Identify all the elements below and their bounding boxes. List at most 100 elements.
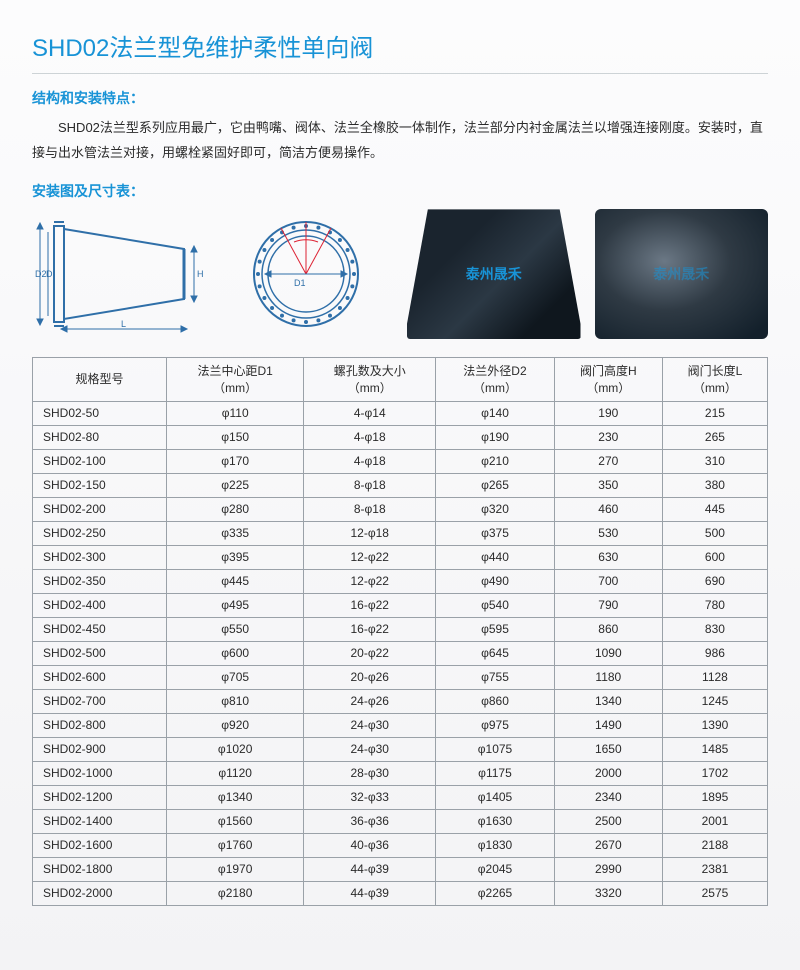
table-row: SHD02-800φ92024-φ30φ97514901390 — [33, 713, 768, 737]
table-cell: 20-φ26 — [304, 665, 436, 689]
table-cell: φ210 — [436, 449, 555, 473]
table-cell: 265 — [662, 425, 767, 449]
table-cell: 16-φ22 — [304, 593, 436, 617]
table-cell: 12-φ22 — [304, 569, 436, 593]
table-row: SHD02-300φ39512-φ22φ440630600 — [33, 545, 768, 569]
product-photo-1: 泰州晟禾 — [407, 209, 581, 339]
col-header: 法兰外径D2（mm） — [436, 358, 555, 402]
table-cell: 2670 — [554, 833, 662, 857]
section2-heading: 安装图及尺寸表： — [32, 181, 768, 201]
table-cell: φ2045 — [436, 857, 555, 881]
table-cell: 500 — [662, 521, 767, 545]
table-cell: SHD02-700 — [33, 689, 167, 713]
col-header: 法兰中心距D1（mm） — [167, 358, 304, 402]
table-cell: φ190 — [436, 425, 555, 449]
label-h: H — [197, 269, 204, 279]
table-row: SHD02-250φ33512-φ18φ375530500 — [33, 521, 768, 545]
table-row: SHD02-100φ1704-φ18φ210270310 — [33, 449, 768, 473]
table-cell: φ335 — [167, 521, 304, 545]
table-cell: φ1340 — [167, 785, 304, 809]
label-l: L — [121, 319, 126, 329]
table-cell: φ705 — [167, 665, 304, 689]
table-cell: 350 — [554, 473, 662, 497]
table-row: SHD02-1000φ112028-φ30φ117520001702 — [33, 761, 768, 785]
table-cell: 2000 — [554, 761, 662, 785]
table-cell: φ320 — [436, 497, 555, 521]
table-cell: SHD02-1800 — [33, 857, 167, 881]
table-cell: 28-φ30 — [304, 761, 436, 785]
table-cell: SHD02-1600 — [33, 833, 167, 857]
divider — [32, 73, 768, 74]
table-cell: 1245 — [662, 689, 767, 713]
table-cell: 4-φ18 — [304, 425, 436, 449]
table-cell: φ2180 — [167, 881, 304, 905]
table-row: SHD02-600φ70520-φ26φ75511801128 — [33, 665, 768, 689]
col-header: 螺孔数及大小（mm） — [304, 358, 436, 402]
table-cell: SHD02-100 — [33, 449, 167, 473]
table-cell: φ265 — [436, 473, 555, 497]
table-cell: 986 — [662, 641, 767, 665]
table-cell: 380 — [662, 473, 767, 497]
table-cell: φ920 — [167, 713, 304, 737]
table-cell: SHD02-200 — [33, 497, 167, 521]
table-cell: 3320 — [554, 881, 662, 905]
table-cell: 24-φ30 — [304, 713, 436, 737]
table-row: SHD02-1800φ197044-φ39φ204529902381 — [33, 857, 768, 881]
table-cell: 1895 — [662, 785, 767, 809]
table-row: SHD02-80φ1504-φ18φ190230265 — [33, 425, 768, 449]
table-cell: φ440 — [436, 545, 555, 569]
table-cell: φ225 — [167, 473, 304, 497]
table-cell: SHD02-250 — [33, 521, 167, 545]
table-cell: 2500 — [554, 809, 662, 833]
table-cell: φ140 — [436, 401, 555, 425]
table-cell: 690 — [662, 569, 767, 593]
table-row: SHD02-1400φ156036-φ36φ163025002001 — [33, 809, 768, 833]
table-cell: φ375 — [436, 521, 555, 545]
table-cell: φ550 — [167, 617, 304, 641]
table-row: SHD02-1200φ134032-φ33φ140523401895 — [33, 785, 768, 809]
label-d2: D2 — [35, 269, 47, 279]
table-row: SHD02-1600φ176040-φ36φ183026702188 — [33, 833, 768, 857]
table-cell: SHD02-80 — [33, 425, 167, 449]
table-cell: 1702 — [662, 761, 767, 785]
label-d1: D1 — [294, 278, 306, 288]
table-cell: φ150 — [167, 425, 304, 449]
table-cell: φ280 — [167, 497, 304, 521]
table-row: SHD02-2000φ218044-φ39φ226533202575 — [33, 881, 768, 905]
table-cell: 2340 — [554, 785, 662, 809]
table-cell: φ860 — [436, 689, 555, 713]
table-cell: 2188 — [662, 833, 767, 857]
table-cell: SHD02-1400 — [33, 809, 167, 833]
watermark-1: 泰州晟禾 — [466, 264, 522, 284]
table-cell: 2001 — [662, 809, 767, 833]
table-cell: φ1175 — [436, 761, 555, 785]
table-cell: 2381 — [662, 857, 767, 881]
table-cell: SHD02-50 — [33, 401, 167, 425]
table-row: SHD02-50φ1104-φ14φ140190215 — [33, 401, 768, 425]
table-row: SHD02-700φ81024-φ26φ86013401245 — [33, 689, 768, 713]
table-cell: φ1120 — [167, 761, 304, 785]
table-cell: φ810 — [167, 689, 304, 713]
table-cell: φ1560 — [167, 809, 304, 833]
table-cell: φ600 — [167, 641, 304, 665]
table-cell: φ1020 — [167, 737, 304, 761]
table-cell: 4-φ14 — [304, 401, 436, 425]
table-cell: φ645 — [436, 641, 555, 665]
table-cell: 32-φ33 — [304, 785, 436, 809]
table-cell: 230 — [554, 425, 662, 449]
table-row: SHD02-150φ2258-φ18φ265350380 — [33, 473, 768, 497]
table-cell: 8-φ18 — [304, 473, 436, 497]
table-cell: φ755 — [436, 665, 555, 689]
table-cell: 1390 — [662, 713, 767, 737]
table-row: SHD02-450φ55016-φ22φ595860830 — [33, 617, 768, 641]
product-photo-2: 泰州晟禾 — [595, 209, 769, 339]
table-cell: φ595 — [436, 617, 555, 641]
col-header: 阀门高度H（mm） — [554, 358, 662, 402]
table-cell: SHD02-900 — [33, 737, 167, 761]
table-cell: 860 — [554, 617, 662, 641]
table-row: SHD02-200φ2808-φ18φ320460445 — [33, 497, 768, 521]
table-cell: 40-φ36 — [304, 833, 436, 857]
table-cell: SHD02-300 — [33, 545, 167, 569]
table-cell: 4-φ18 — [304, 449, 436, 473]
table-cell: 12-φ18 — [304, 521, 436, 545]
